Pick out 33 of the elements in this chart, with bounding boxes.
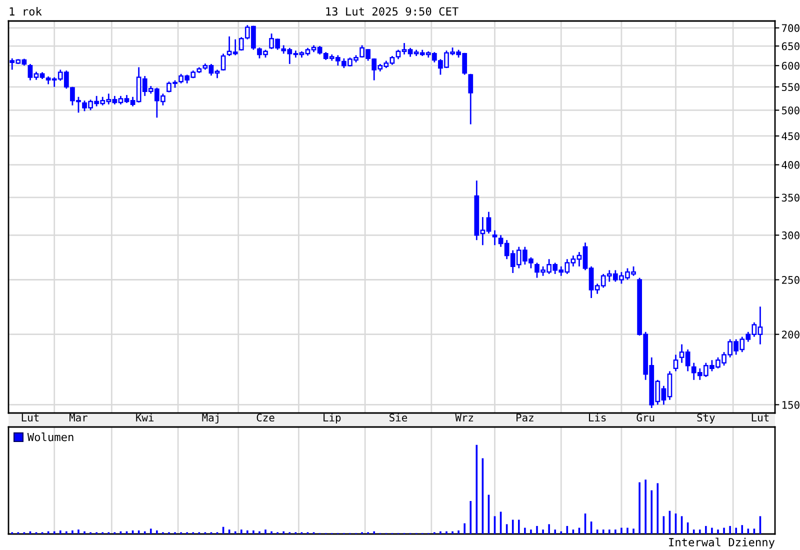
x-tick-label: Gru bbox=[636, 414, 654, 422]
x-tick-label: Cze bbox=[256, 414, 274, 422]
x-tick-label: Lis bbox=[589, 413, 606, 422]
y-tick-label: 300 bbox=[782, 231, 800, 240]
x-tick-label: Sie bbox=[390, 413, 408, 422]
chart-subtitle: 13 Lut 2025 9:50 CET bbox=[326, 7, 458, 16]
candlestick bbox=[468, 73, 474, 125]
chart-title: 1 rok bbox=[10, 7, 42, 16]
text: Interwal Dzienny bbox=[669, 538, 775, 549]
y-tick-label: 650 bbox=[782, 42, 800, 50]
y-tick-label: 500 bbox=[782, 106, 800, 114]
y-tick-label: 600 bbox=[782, 62, 800, 70]
y-tick-label: 150 bbox=[782, 400, 800, 409]
y-tick-label: 700 bbox=[782, 24, 800, 32]
legend-label: Wolumen bbox=[27, 432, 74, 442]
x-tick-label: Kwi bbox=[136, 413, 154, 422]
candlestick bbox=[220, 52, 226, 72]
candlestick bbox=[492, 230, 498, 246]
candlestick bbox=[673, 354, 678, 372]
x-tick-label: Sty bbox=[697, 414, 715, 424]
x-tick-label: Mar bbox=[70, 414, 88, 422]
y-tick-label: 350 bbox=[782, 194, 800, 202]
y-tick-label: 400 bbox=[782, 161, 800, 169]
x-tick-label: Lip bbox=[324, 413, 341, 424]
y-tick-label: 450 bbox=[782, 132, 800, 140]
x-tick-label: Wrz bbox=[455, 414, 474, 422]
x-tick-label: Lut bbox=[752, 414, 769, 422]
y-tick-label: 550 bbox=[782, 83, 800, 92]
y-tick-label: 250 bbox=[782, 276, 800, 284]
y-tick-label: 200 bbox=[782, 330, 800, 338]
x-tick-label: Paz bbox=[516, 414, 534, 422]
x-tick-label: Lut bbox=[22, 414, 39, 422]
x-tick-label: Maj bbox=[202, 413, 218, 424]
